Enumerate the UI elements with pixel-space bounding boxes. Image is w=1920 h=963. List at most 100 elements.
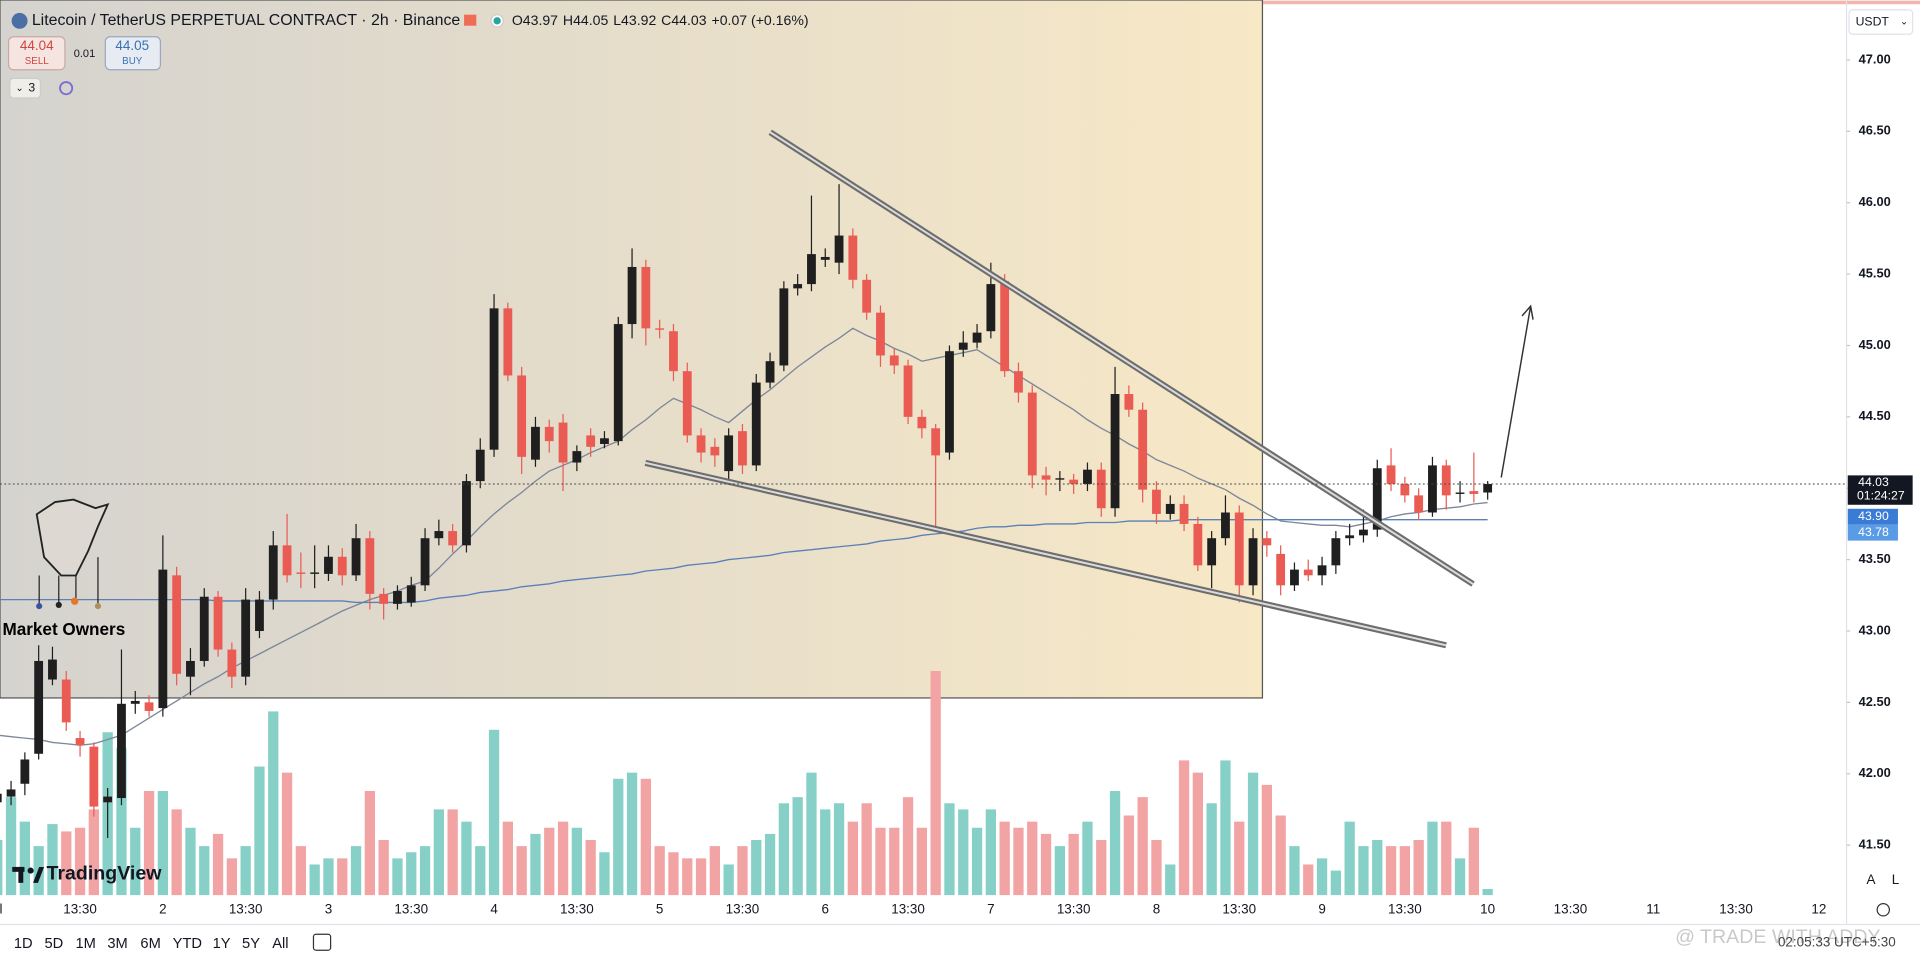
volume-bar: [392, 858, 403, 896]
volume-bar: [737, 846, 748, 896]
x-tick-label: 13:30: [1057, 901, 1091, 916]
x-tick-label: 13:30: [1554, 901, 1588, 916]
range-button[interactable]: 3M: [107, 936, 127, 952]
candle-body: [986, 284, 996, 332]
volume-bar: [1482, 888, 1493, 896]
candle-body: [724, 435, 734, 472]
candle-body: [241, 599, 251, 677]
candle-body: [172, 575, 182, 674]
arrow-head: [1521, 304, 1534, 320]
candle-body: [282, 545, 292, 576]
ma-label-box: [1847, 524, 1898, 541]
x-tick-label: 13:30: [1222, 901, 1256, 916]
candle-body: [1069, 479, 1079, 484]
candle-body: [379, 593, 389, 604]
range-button[interactable]: YTD: [173, 936, 202, 952]
candle-body: [406, 585, 416, 603]
currency-select[interactable]: [1848, 9, 1914, 35]
close: C44.03: [661, 12, 707, 28]
currency-chevron: ⌄: [1900, 17, 1908, 28]
candle-body: [1455, 492, 1465, 494]
candle-body: [669, 331, 678, 372]
range-button[interactable]: 5D: [44, 936, 63, 952]
lower-trend-line-inner: [645, 461, 1447, 647]
volume-bar: [764, 833, 776, 896]
volume-bar: [847, 821, 858, 896]
ma-label: 43.78: [1858, 525, 1889, 539]
volume-bar: [709, 846, 720, 896]
candle-body: [738, 431, 747, 466]
volume-bar: [254, 766, 265, 896]
candle-body: [862, 279, 872, 313]
volume-bar: [130, 827, 141, 896]
flag-icon[interactable]: [464, 14, 477, 26]
sell-label: SELL: [25, 56, 49, 67]
volume-bar: [0, 840, 3, 896]
candle-body: [296, 572, 306, 574]
volume-bar: [695, 858, 707, 896]
x-tick-label: 6: [822, 901, 829, 916]
y-tick-label: 47.00: [1859, 51, 1891, 66]
y-tick-label: 43.00: [1859, 622, 1891, 637]
indicator-count: 3: [28, 80, 35, 94]
buy-label: BUY: [122, 56, 143, 67]
scale-button[interactable]: A: [1867, 872, 1876, 887]
symbol-title[interactable]: Litecoin / TetherUS PERPETUAL CONTRACT ·…: [32, 12, 461, 29]
candle-body: [544, 426, 554, 442]
volume-bar: [1468, 827, 1479, 896]
volume-bar: [1330, 870, 1341, 896]
x-tick-label: 12: [1811, 901, 1826, 916]
logo-part: [18, 866, 24, 883]
volume-bar: [557, 821, 569, 896]
candle-body: [572, 451, 582, 463]
countdown: 01:24:27: [1857, 488, 1905, 502]
volume-bar: [1192, 772, 1203, 896]
y-tick-label: 42.00: [1859, 765, 1891, 780]
candle-body: [365, 538, 375, 594]
hand-icon: [35, 498, 110, 577]
range-button[interactable]: 1D: [14, 936, 33, 952]
settings-icon[interactable]: [1876, 903, 1890, 917]
volume-bar: [585, 840, 596, 896]
candle-body: [448, 531, 458, 546]
indicator-toggle[interactable]: [9, 77, 42, 99]
range-button[interactable]: 5Y: [242, 936, 260, 952]
puppet-dot: [94, 603, 102, 610]
candle-body: [1138, 409, 1148, 490]
candle-body: [586, 435, 596, 447]
buy-button[interactable]: [104, 36, 162, 71]
candle-body: [1041, 475, 1051, 480]
volume-bar: [350, 846, 362, 896]
open: O43.97: [512, 12, 558, 28]
volume-bar: [530, 833, 541, 896]
volume-bar: [1316, 858, 1328, 896]
candle-body: [1359, 529, 1368, 536]
sell-button[interactable]: [7, 36, 66, 71]
date-range-icon[interactable]: [312, 933, 332, 951]
candle-body: [1027, 392, 1037, 476]
candle-body: [1152, 489, 1161, 514]
candle-body: [765, 361, 775, 383]
range-button[interactable]: 6M: [140, 936, 160, 952]
volume-bar: [295, 846, 306, 896]
candle-body: [531, 426, 540, 460]
x-tick-label: 5: [656, 901, 663, 916]
volume-bar: [571, 827, 582, 896]
candle-body: [903, 365, 913, 417]
candle-body: [1345, 535, 1355, 539]
scale-button[interactable]: L: [1892, 872, 1900, 887]
candle-body: [1165, 503, 1175, 514]
range-button[interactable]: All: [272, 936, 288, 952]
volume-bar: [682, 858, 693, 896]
volume-bar: [613, 778, 624, 896]
candle-body: [917, 416, 927, 429]
trend-lines: [644, 129, 1534, 649]
range-button[interactable]: 1M: [76, 936, 96, 952]
candle-body: [6, 789, 16, 797]
range-button[interactable]: 1Y: [213, 936, 231, 952]
sell-price: 44.04: [20, 38, 54, 53]
candle-body: [337, 556, 347, 576]
candle-body: [89, 746, 99, 807]
volume-bar: [640, 778, 652, 896]
volume-bar: [1123, 815, 1134, 896]
